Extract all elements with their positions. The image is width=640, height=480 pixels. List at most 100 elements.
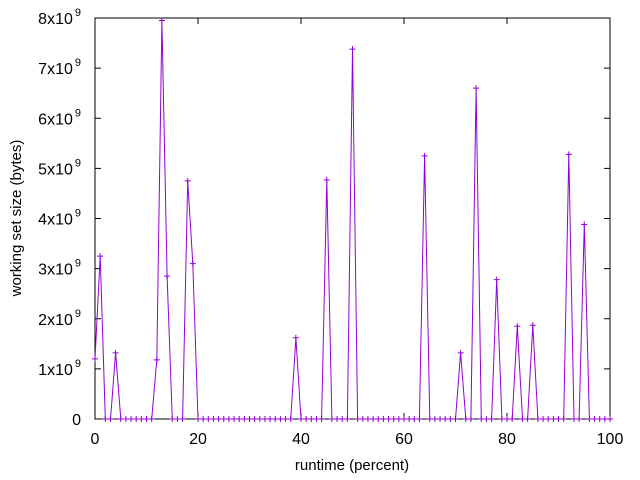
data-point: [416, 416, 423, 422]
data-point: [153, 356, 160, 363]
data-point: [591, 416, 598, 422]
data-point: [220, 416, 227, 422]
data-point: [287, 416, 294, 422]
data-point: [334, 416, 341, 422]
data-point: [241, 416, 248, 422]
data-point: [189, 260, 196, 267]
data-point: [318, 416, 325, 422]
data-point: [328, 416, 335, 422]
y-tick-label: 4x10 9: [38, 208, 81, 229]
y-tick-label: 8x10 9: [38, 7, 81, 28]
data-point: [364, 416, 371, 422]
data-point: [555, 416, 562, 422]
data-point: [133, 416, 140, 422]
data-point: [231, 416, 238, 422]
data-point: [236, 416, 243, 422]
data-point: [473, 85, 480, 92]
data-point: [210, 416, 217, 422]
data-point: [246, 416, 253, 422]
data-point: [138, 416, 145, 422]
series-line: [94, 20, 610, 420]
data-point: [467, 416, 474, 422]
data-point: [200, 416, 207, 422]
data-point: [519, 416, 526, 422]
data-point: [395, 416, 402, 422]
data-point: [169, 416, 176, 422]
data-point: [92, 355, 98, 362]
data-point: [298, 416, 304, 422]
data-point: [261, 416, 268, 422]
y-tick-label: 2x10 9: [38, 308, 81, 329]
data-point: [308, 416, 315, 422]
data-point: [570, 416, 577, 422]
data-point: [339, 416, 346, 422]
data-point: [179, 416, 186, 422]
data-point: [545, 416, 552, 422]
data-point: [426, 416, 433, 422]
data-point: [504, 416, 510, 422]
data-point: [292, 334, 299, 341]
data-point: [560, 416, 567, 422]
data-point: [303, 416, 310, 422]
data-point: [514, 323, 521, 330]
data-point: [370, 416, 377, 422]
data-point: [437, 416, 444, 422]
x-tick-label: 80: [498, 431, 516, 448]
data-point: [148, 416, 155, 422]
data-point: [596, 416, 603, 422]
data-point: [215, 416, 222, 422]
x-tick-label: 100: [597, 431, 624, 448]
y-tick-label: 0: [72, 412, 81, 429]
data-point: [607, 416, 613, 422]
data-point: [282, 416, 289, 422]
x-tick-label: 40: [292, 431, 310, 448]
data-point: [107, 416, 114, 422]
y-tick-label: 3x10 9: [38, 258, 81, 279]
data-point: [581, 221, 588, 228]
data-point: [385, 416, 392, 422]
x-tick-label: 60: [395, 431, 413, 448]
data-point: [225, 416, 232, 422]
data-point: [462, 416, 469, 422]
data-point: [158, 17, 165, 24]
data-point: [251, 416, 258, 422]
data-point: [401, 416, 407, 422]
data-point: [601, 416, 608, 422]
data-point: [457, 349, 464, 356]
data-point: [483, 416, 490, 422]
data-point: [97, 253, 104, 260]
data-point: [524, 416, 531, 422]
y-axis-label: working set size (bytes): [8, 140, 25, 298]
data-point: [344, 416, 351, 422]
data-point: [442, 416, 449, 422]
data-point: [122, 416, 129, 422]
data-point: [128, 416, 135, 422]
data-point: [565, 151, 572, 158]
data-point: [390, 416, 397, 422]
data-point: [277, 416, 284, 422]
data-point: [509, 416, 516, 422]
y-tick-label: 1x10 9: [38, 358, 81, 379]
y-tick-label: 5x10 9: [38, 157, 81, 178]
series-group: [92, 17, 613, 422]
data-point: [272, 416, 279, 422]
x-axis-label: runtime (percent): [295, 457, 409, 474]
data-point: [406, 416, 413, 422]
data-point: [488, 416, 495, 422]
data-point: [431, 416, 438, 422]
data-point: [102, 416, 109, 422]
data-point: [375, 416, 382, 422]
data-point: [117, 416, 124, 422]
data-point: [411, 416, 418, 422]
data-point: [498, 416, 505, 422]
data-point: [323, 176, 330, 183]
data-point: [452, 416, 459, 422]
y-tick-label: 6x10 9: [38, 107, 81, 128]
data-point: [359, 416, 366, 422]
y-axis-ticks: 0 1x10 9 2x10 9 3x10 9 4x10 9 5x10 9 6x10 9 7x10 9 8x10…: [38, 7, 610, 429]
data-point: [576, 416, 583, 422]
data-point: [349, 46, 356, 53]
data-point: [550, 416, 557, 422]
data-point: [256, 416, 263, 422]
